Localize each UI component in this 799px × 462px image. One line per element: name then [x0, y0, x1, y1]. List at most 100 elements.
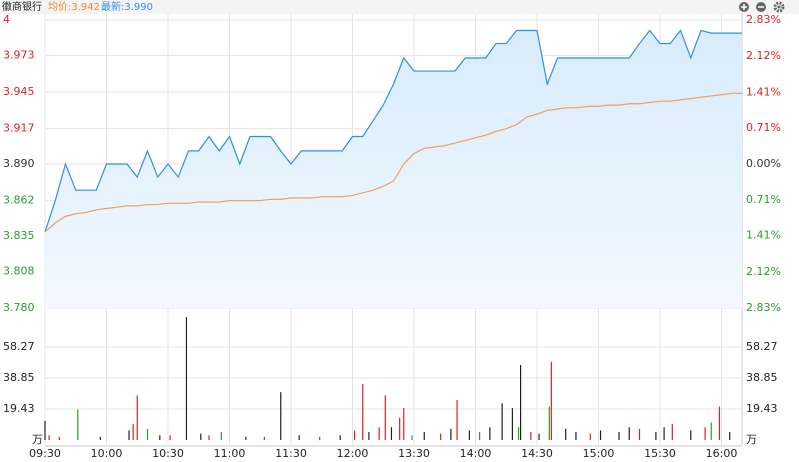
volume-bar [511, 408, 513, 440]
x-tick-label: 10:30 [152, 447, 184, 460]
average-line [44, 92, 742, 233]
y-tick-label: 4 [3, 13, 10, 26]
volume-bar [671, 424, 673, 440]
volume-bar [690, 430, 692, 440]
y-tick-label: 3.890 [3, 157, 35, 170]
volume-bar [456, 400, 458, 440]
volume-bar [132, 424, 134, 440]
y2-tick-label: 2.12% [746, 265, 781, 278]
volume-bar [245, 436, 247, 440]
price-line [44, 29, 742, 233]
settings[interactable] [773, 1, 785, 13]
volume-bar [58, 436, 60, 440]
volume-bar [390, 427, 393, 440]
y-tick-label: 3.917 [3, 122, 35, 135]
volume-bar [48, 435, 50, 440]
volume-bar [710, 422, 712, 440]
volume-bar [729, 432, 731, 440]
volume-bar [99, 436, 101, 440]
y2-tick-label: 0.00% [746, 157, 781, 170]
volume-bar [655, 432, 657, 440]
volume-bar [589, 433, 591, 440]
y-tick-label: 3.835 [3, 229, 35, 242]
volume-tick-label: 19.43 [746, 402, 778, 415]
volume-bar [263, 436, 265, 440]
y-tick-label: 3.780 [3, 301, 35, 314]
volume-tick-label: 58.27 [746, 340, 778, 353]
volume-tick-label: 38.85 [3, 371, 35, 384]
y2-tick-label: 2.12% [746, 49, 781, 62]
volume-bar [565, 428, 567, 440]
y2-tick-label: 2.83% [746, 13, 781, 26]
volume-bar [159, 435, 161, 440]
volume-bar [362, 384, 364, 440]
volume-unit: 万 [32, 433, 43, 446]
volume-bar [468, 430, 470, 440]
y-tick-label: 3.945 [3, 85, 35, 98]
x-tick-label: 16:00 [706, 447, 738, 460]
y-tick-label: 3.808 [3, 264, 35, 277]
volume-bar [44, 420, 46, 440]
volume-bar [501, 403, 503, 440]
volume-bar [220, 432, 222, 440]
y2-tick-label: 0.71% [746, 121, 781, 134]
y2-tick-label: 2.83% [746, 301, 781, 314]
volume-bar [169, 435, 171, 440]
x-tick-label: 12:00 [337, 447, 369, 460]
volume-bar [136, 395, 138, 440]
volume-bar [530, 432, 532, 440]
volume-bar [520, 364, 522, 440]
x-tick-label: 13:30 [398, 447, 430, 460]
volume-bar [128, 430, 130, 440]
volume-bar [298, 435, 300, 440]
volume-bar [450, 428, 452, 440]
volume-bar [353, 430, 356, 440]
y2-tick-label: 1.41% [746, 85, 781, 98]
volume-bar [339, 435, 341, 440]
zoom-in[interactable] [739, 2, 749, 12]
volume-bar [479, 432, 481, 440]
x-tick-label: 15:30 [644, 447, 676, 460]
volume-bar [718, 406, 721, 440]
volume-bar [185, 317, 188, 440]
y2-tick-label: 0.71% [746, 193, 781, 206]
volume-bar [663, 427, 665, 440]
volume-bar [384, 395, 386, 440]
volume-bar [550, 361, 552, 440]
volume-tick-label: 38.85 [746, 371, 778, 384]
volume-bar [575, 432, 577, 440]
x-tick-label: 14:30 [521, 447, 553, 460]
price-area [45, 30, 742, 309]
x-tick-label: 11:00 [214, 447, 246, 460]
volume-bar [411, 435, 413, 440]
y2-tick-label: 1.41% [746, 229, 781, 242]
volume-bar [489, 427, 491, 440]
volume-bar [378, 427, 380, 440]
x-tick-label: 11:30 [275, 447, 307, 460]
volume-bar [618, 432, 620, 440]
y-tick-label: 3.973 [3, 48, 35, 61]
y-tick-label: 3.862 [3, 194, 35, 207]
volume-bar [704, 427, 706, 440]
x-tick-label: 14:00 [460, 447, 492, 460]
volume-bar [538, 433, 540, 440]
volume-bar [423, 432, 425, 440]
volume-tick-label: 58.27 [3, 340, 35, 353]
volume-unit: 万 [746, 433, 757, 446]
volume-bar [628, 427, 630, 440]
volume-bar [319, 436, 321, 440]
header-bar [0, 0, 799, 14]
volume-bar [599, 430, 602, 440]
x-tick-label: 15:00 [583, 447, 615, 460]
volume-bar [208, 435, 210, 440]
volume-bar [638, 428, 641, 440]
x-tick-label: 10:00 [91, 447, 123, 460]
volume-bar [77, 409, 79, 440]
volume-bar [517, 427, 520, 440]
volume-tick-label: 19.43 [3, 402, 35, 415]
volume-bar [399, 417, 401, 440]
volume-bar [403, 408, 405, 440]
stock-name: 徽商银行 [2, 0, 42, 13]
zoom-out[interactable] [756, 2, 766, 12]
